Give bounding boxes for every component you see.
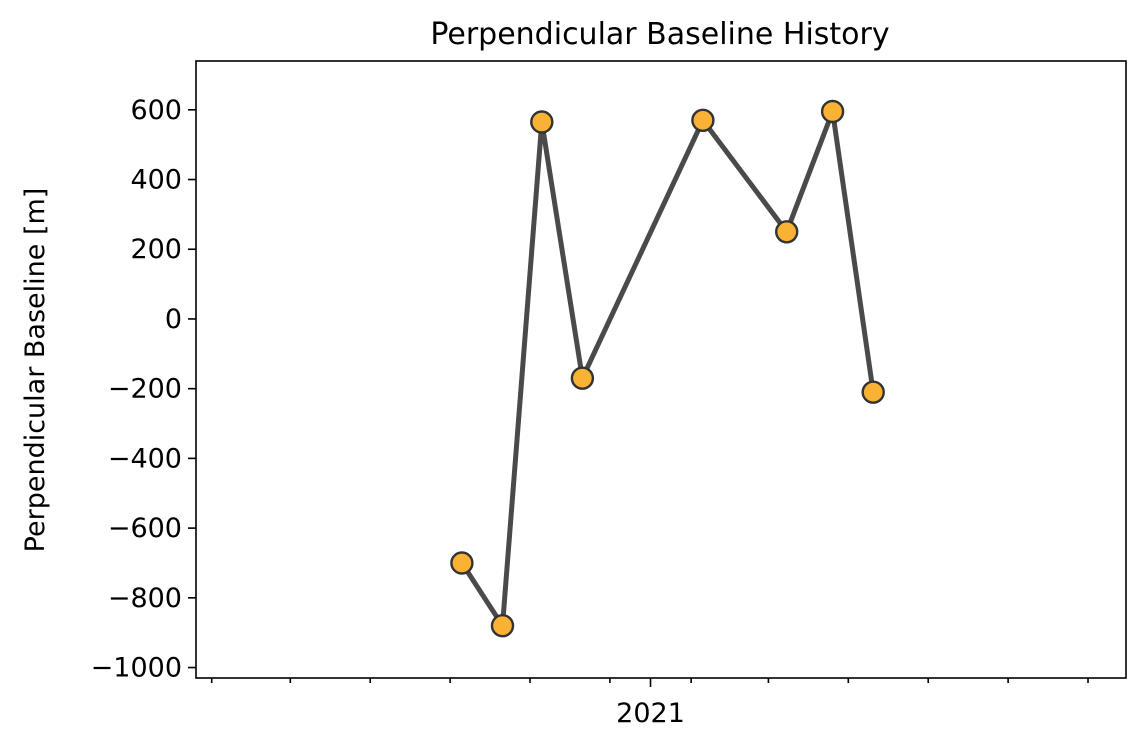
data-point (775, 220, 799, 244)
data-point (820, 99, 845, 124)
data-point (691, 108, 715, 133)
y-tick-label: −600 (108, 513, 182, 544)
y-tick-label: −800 (108, 583, 182, 614)
data-point (861, 380, 885, 404)
y-tick-label: 200 (130, 234, 182, 265)
axes-frame (195, 60, 1127, 679)
y-tick-label: 400 (130, 165, 182, 196)
data-point (530, 110, 554, 134)
series-line (459, 109, 876, 629)
data-point (450, 551, 474, 575)
y-tick-label: −200 (108, 374, 182, 405)
data-point (570, 366, 595, 390)
series-layer (450, 99, 885, 638)
y-tick-label: −1000 (91, 653, 182, 684)
y-axis-ticks: −1000 −800 −600 −400 −200 0 200 400 600 (91, 95, 196, 684)
y-tick-label: 0 (165, 304, 182, 335)
x-tick-label: 2021 (616, 698, 685, 729)
y-axis-label: Perpendicular Baseline [m] (20, 188, 51, 553)
data-point (490, 614, 515, 638)
y-tick-label: 600 (130, 95, 182, 126)
x-axis-ticks: 2021 (210, 678, 1089, 729)
y-tick-label: −400 (108, 443, 182, 474)
chart-title: Perpendicular Baseline History (430, 17, 889, 52)
